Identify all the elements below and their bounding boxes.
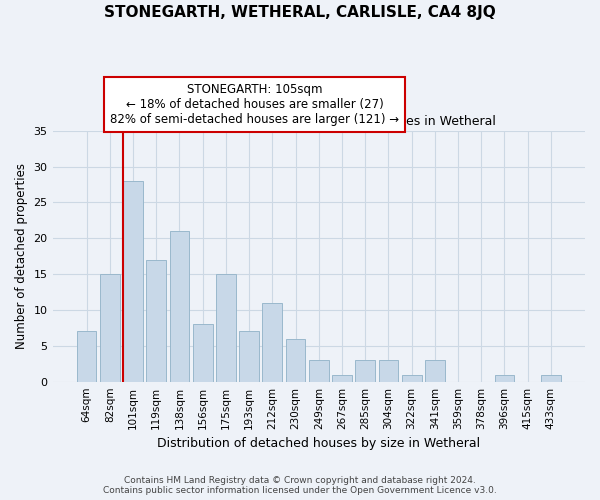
Text: STONEGARTH, WETHERAL, CARLISLE, CA4 8JQ: STONEGARTH, WETHERAL, CARLISLE, CA4 8JQ — [104, 5, 496, 20]
Y-axis label: Number of detached properties: Number of detached properties — [15, 163, 28, 349]
Bar — [355, 360, 375, 382]
Bar — [494, 374, 514, 382]
Bar — [239, 332, 259, 382]
X-axis label: Distribution of detached houses by size in Wetheral: Distribution of detached houses by size … — [157, 437, 481, 450]
Bar — [262, 303, 282, 382]
Bar — [379, 360, 398, 382]
Bar — [309, 360, 329, 382]
Bar — [332, 374, 352, 382]
Bar — [170, 231, 190, 382]
Bar — [216, 274, 236, 382]
Bar — [77, 332, 97, 382]
Bar — [193, 324, 212, 382]
Bar — [123, 181, 143, 382]
Bar — [425, 360, 445, 382]
Bar — [146, 260, 166, 382]
Text: Contains HM Land Registry data © Crown copyright and database right 2024.
Contai: Contains HM Land Registry data © Crown c… — [103, 476, 497, 495]
Title: Size of property relative to detached houses in Wetheral: Size of property relative to detached ho… — [142, 115, 496, 128]
Bar — [402, 374, 422, 382]
Bar — [286, 338, 305, 382]
Text: STONEGARTH: 105sqm
← 18% of detached houses are smaller (27)
82% of semi-detache: STONEGARTH: 105sqm ← 18% of detached hou… — [110, 82, 400, 126]
Bar — [100, 274, 119, 382]
Bar — [541, 374, 561, 382]
